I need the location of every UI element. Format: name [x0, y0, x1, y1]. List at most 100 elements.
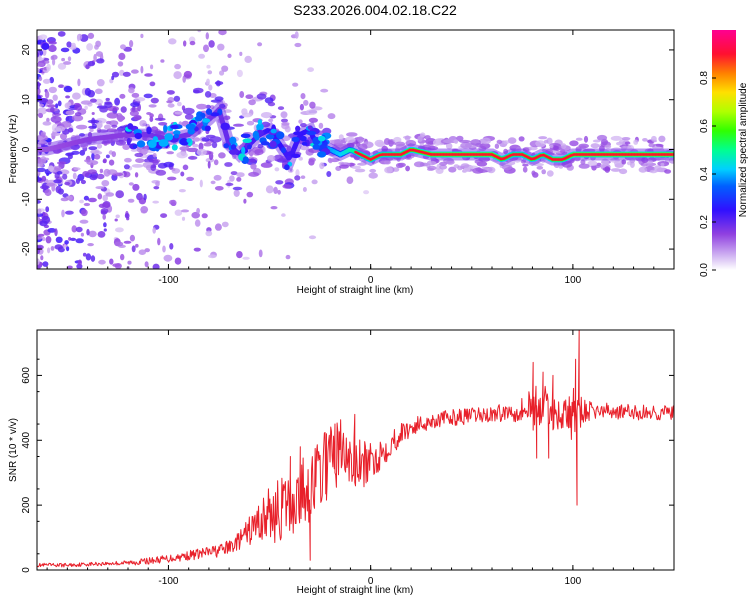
spectrogram-cell — [248, 99, 256, 106]
snr-frame — [36, 329, 675, 571]
spectrogram-cell — [44, 90, 50, 99]
spectrogram-cell — [128, 87, 135, 94]
spectrogram-cell — [37, 236, 43, 240]
spectrogram-cell — [258, 249, 263, 258]
spectrogram-cell — [123, 240, 132, 244]
spectrogram-cell — [229, 149, 239, 155]
spectrogram-cell — [173, 71, 182, 80]
spectrogram-cell — [130, 102, 140, 108]
spectrogram-cell — [248, 158, 256, 163]
spectrogram-cell — [248, 171, 260, 177]
spectrogram-cell — [83, 195, 89, 201]
spectrogram-cell — [624, 141, 631, 145]
spectrogram-cell — [610, 135, 623, 141]
spectrogram-cell — [50, 107, 55, 113]
spectrogram-cell — [144, 261, 149, 268]
spectrogram-cell — [99, 168, 104, 174]
spectrogram-cell — [642, 138, 648, 142]
spectrogram-cell — [131, 164, 144, 168]
spectrogram-cell — [604, 144, 612, 149]
spectrogram-cell — [134, 152, 144, 158]
spectrogram-cell — [98, 259, 106, 265]
spectrogram-cell — [186, 138, 192, 143]
spectrogram-cell — [97, 231, 106, 238]
spectrogram-cell — [150, 64, 154, 70]
spectrogram-cell — [87, 32, 95, 40]
spectrogram-cell — [241, 112, 253, 118]
spectrogram-cell — [456, 135, 464, 142]
spectrogram-cell — [158, 139, 169, 147]
spectrogram-cell — [127, 123, 134, 130]
spectrogram-cell — [133, 114, 142, 121]
spectrogram-cell — [199, 179, 203, 188]
spectrogram-cell — [192, 137, 201, 142]
spectrogram-cell — [480, 137, 492, 145]
spectrogram-cell — [60, 47, 70, 53]
spectrogram-cell — [94, 88, 103, 95]
spectrogram-cell — [269, 140, 277, 148]
spectrogram-cell — [134, 97, 146, 102]
spectrogram-cell — [243, 198, 247, 204]
spectrogram-cell — [50, 115, 62, 123]
spectrogram-cell — [242, 156, 249, 164]
spectrogram-cell — [203, 44, 209, 53]
spectrogram-cell — [369, 168, 377, 173]
spectrogram-cell — [174, 257, 182, 265]
spectrogram-cell — [354, 168, 366, 173]
spectrogram-cell — [50, 132, 61, 137]
y-tick-label: -10 — [21, 192, 32, 207]
spectrogram-cell — [170, 199, 177, 206]
spectrogram-cell — [53, 127, 62, 132]
spectrogram-cell — [96, 143, 103, 149]
spectrogram-cell — [82, 171, 90, 177]
snr-ylabel: SNR (10 * v/v) — [8, 418, 19, 482]
spectrogram-cell — [214, 81, 224, 86]
spectrogram-cell — [71, 114, 84, 122]
spectrogram-cell — [80, 209, 88, 217]
spectrogram-cell — [61, 209, 65, 218]
spectrogram-cell — [174, 111, 183, 115]
spectrogram-cell — [43, 157, 50, 161]
spectrogram-cell — [181, 216, 186, 221]
spectrogram-cell — [52, 58, 56, 66]
spectrogram-cell — [87, 60, 96, 67]
spectrogram-cell — [254, 149, 264, 156]
spectrogram-cell — [37, 177, 43, 182]
colorbar-tick-label: 0.8 — [699, 71, 710, 85]
spectrogram-cell — [225, 182, 234, 186]
spectrogram-cell — [196, 148, 207, 156]
spectrogram-cell — [210, 180, 216, 185]
spectrogram-cell — [256, 123, 264, 131]
spectrogram-cell — [507, 137, 517, 144]
spectrogram-cell — [587, 160, 598, 166]
spectrogram-cell — [184, 113, 194, 120]
spectrogram-cell — [166, 151, 174, 155]
spectrogram-cell — [146, 126, 152, 135]
spectrogram-cell — [260, 141, 270, 146]
spectrogram-cell — [267, 155, 276, 162]
spectrogram-cell — [37, 134, 48, 142]
spectrogram-cell — [40, 255, 44, 261]
spectrogram-cell — [143, 158, 154, 163]
x-tick-label: 0 — [368, 275, 374, 286]
spectrogram-cell — [76, 34, 81, 42]
spectrogram-cell — [580, 159, 586, 165]
spectrogram-cell — [189, 40, 196, 46]
spectrogram-cell — [648, 143, 656, 148]
spectrogram-cell — [134, 172, 139, 178]
spectrogram-cell — [106, 169, 118, 175]
spectrogram-cell — [74, 104, 83, 111]
spectrogram-cell — [111, 151, 117, 158]
spectrogram-cell — [96, 58, 105, 64]
spectrogram-cell — [393, 136, 402, 144]
spectrogram-cell — [103, 228, 107, 232]
spectrogram-cell — [229, 136, 237, 145]
spectrogram-cell — [312, 144, 320, 150]
spectrogram-cell — [224, 162, 233, 167]
spectrogram-cell — [236, 177, 242, 182]
colorbar: 0.0 0.2 0.4 0.6 0.8 Normalized spectral ampl… — [699, 30, 749, 277]
spectrogram-cell — [85, 253, 92, 261]
spectrogram-cell — [503, 140, 509, 145]
spectrogram-cell — [470, 139, 481, 146]
spectrogram-cell — [277, 106, 285, 110]
